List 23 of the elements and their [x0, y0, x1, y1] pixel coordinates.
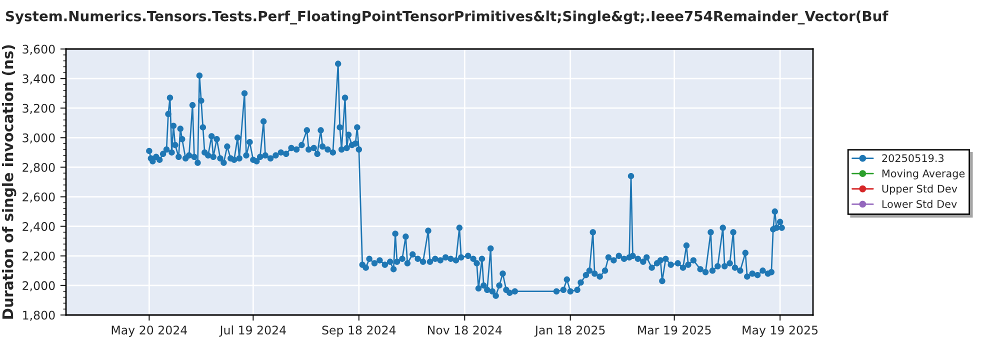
- y-tick-label: 3,000: [22, 133, 55, 144]
- x-tick-label: May 20 2024: [112, 326, 188, 337]
- legend-label: Lower Std Dev: [882, 200, 957, 208]
- x-tick-label: May 19 2025: [742, 326, 818, 337]
- legend-label: 20250519.3: [882, 154, 944, 162]
- y-axis-title: Duration of single invocation (ns): [2, 45, 16, 319]
- y-tick-label: 2,600: [22, 192, 55, 203]
- y-tick-label: 2,000: [22, 281, 55, 292]
- y-tick-label: 3,400: [22, 74, 55, 84]
- x-tick-label: Jul 19 2024: [219, 325, 286, 337]
- x-tick-label: Mar 19 2025: [638, 326, 711, 335]
- y-tick-label: 3,200: [22, 104, 55, 114]
- legend-label: Upper Std Dev: [882, 184, 958, 195]
- y-tick-label: 2,200: [22, 252, 55, 262]
- x-tick-label: Nov 18 2024: [428, 326, 502, 335]
- y-tick-label: 1,800: [23, 310, 55, 321]
- y-tick-label: 2,400: [22, 222, 55, 232]
- x-tick-label: Jan 18 2025: [534, 326, 605, 337]
- y-tick-label: 3,600: [22, 44, 55, 55]
- legend-label: Moving Average: [882, 169, 965, 180]
- x-tick-label: Sep 18 2024: [322, 326, 396, 337]
- chart-title: System.Numerics.Tensors.Tests.Perf_FloatingPointTensorPrimitives&lt;Single&gt;.Ieee754Remainder_Vector(Buf: [6, 10, 888, 24]
- y-tick-label: 2,800: [22, 162, 55, 174]
